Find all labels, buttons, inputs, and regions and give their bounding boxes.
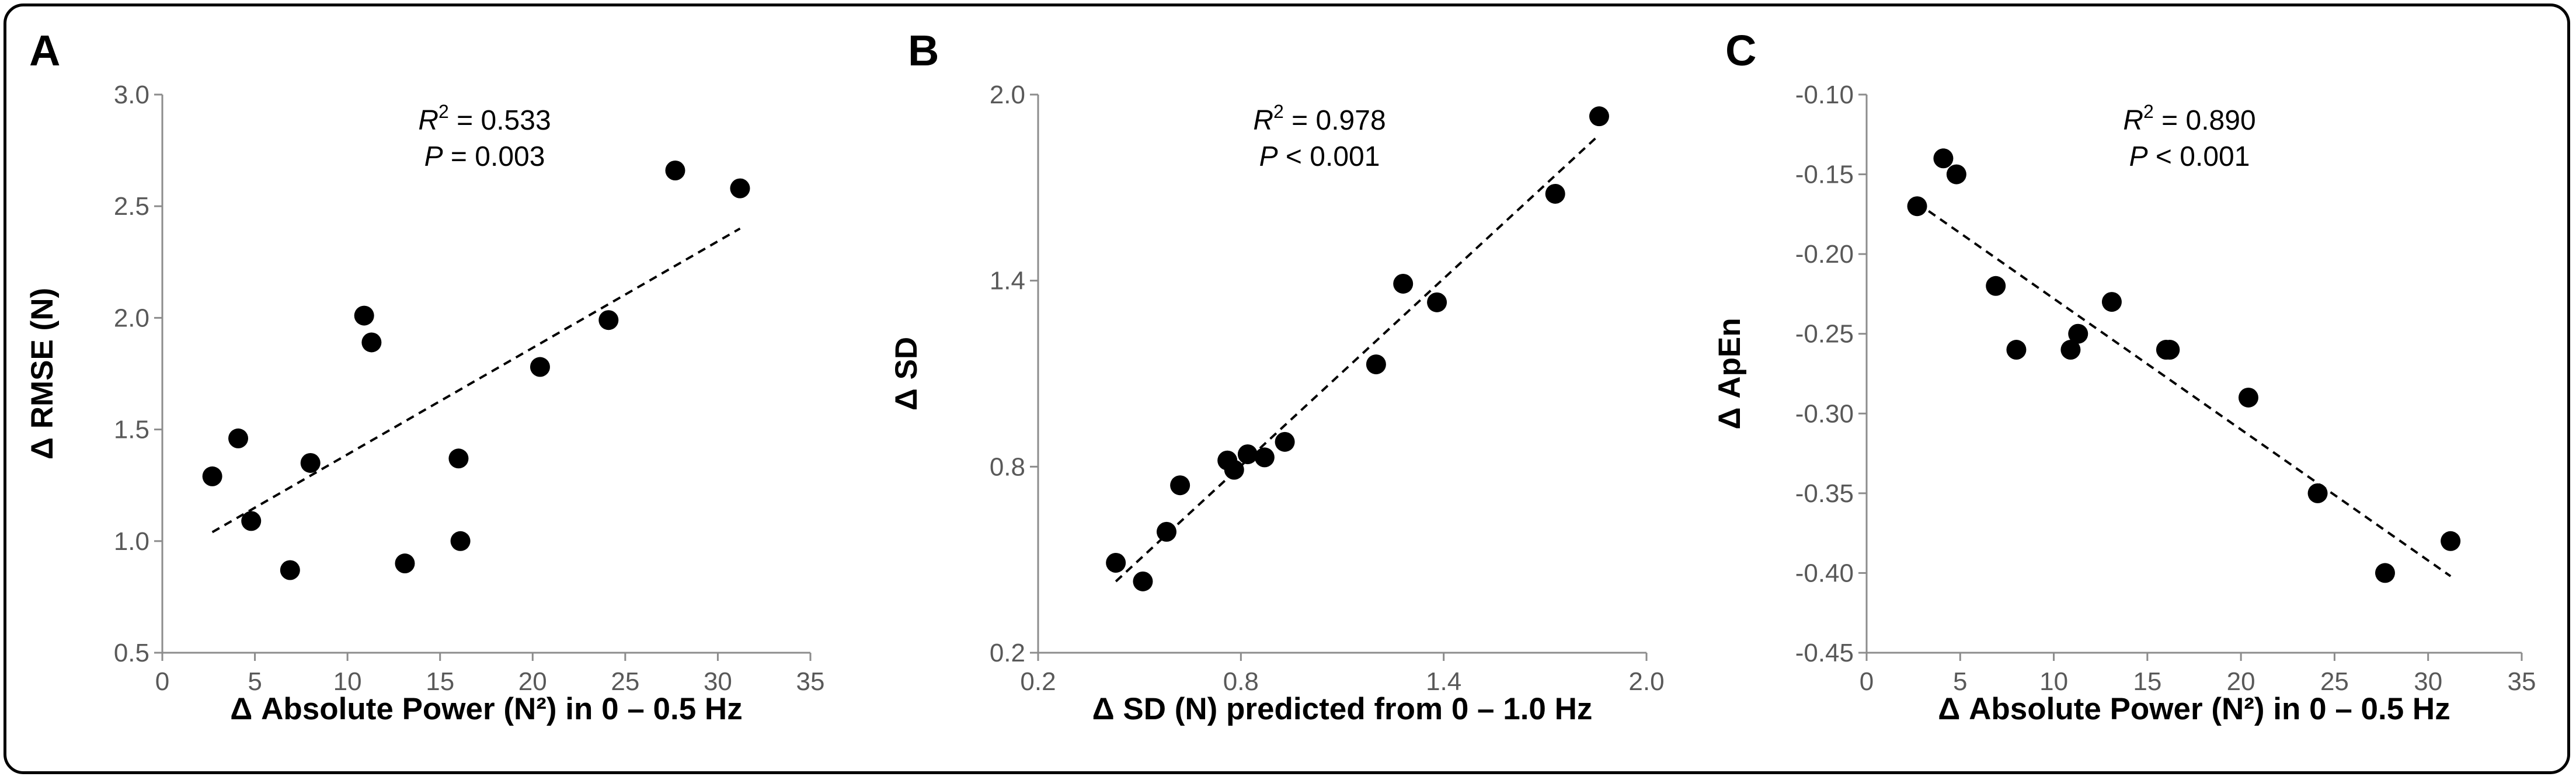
panel-c-x-tick-label: 10 xyxy=(2039,667,2068,696)
panel-a-y-tick-label: 1.0 xyxy=(114,527,149,556)
panel-c-data-point xyxy=(2006,340,2027,360)
panel-a-x-tick-label: 5 xyxy=(248,667,262,696)
panel-c-data-point xyxy=(1986,276,2006,296)
panel-c-x-tick-label: 30 xyxy=(2414,667,2442,696)
panel-a-y-tick-label: 3.0 xyxy=(114,81,149,109)
panel-b-y-tick-label: 0.8 xyxy=(990,452,1025,481)
panel-c-x-tick-label: 5 xyxy=(1953,667,1967,696)
panel-c-x-tick-label: 25 xyxy=(2320,667,2349,696)
panel-a-x-tick-label: 15 xyxy=(426,667,454,696)
panel-a-x-tick-label: 0 xyxy=(155,667,169,696)
panel-a-y-tick-label: 2.5 xyxy=(114,192,149,221)
panel-b-trendline xyxy=(1115,134,1600,583)
panel-b-data-point xyxy=(1254,447,1275,468)
panel-c-data-point xyxy=(2060,340,2081,360)
panel-a-x-tick-label: 25 xyxy=(611,667,639,696)
panel-b-data-point xyxy=(1589,106,1609,127)
panel-a-data-point xyxy=(361,332,382,353)
panel-a-y-axis-title: Δ RMSE (N) xyxy=(25,288,60,459)
panel-a-data-point xyxy=(530,357,550,377)
panel-c-x-axis-title: Δ Absolute Power (N²) in 0 – 0.5 Hz xyxy=(1938,692,2450,726)
panel-c-y-tick-label: -0.10 xyxy=(1795,81,1854,109)
panel-a-x-axis-title: Δ Absolute Power (N²) in 0 – 0.5 Hz xyxy=(230,692,742,726)
panel-a-data-point xyxy=(300,452,321,473)
panel-b-data-point xyxy=(1156,521,1176,542)
panel-b-x-tick-label: 2.0 xyxy=(1628,667,1664,696)
panel-c-data-point xyxy=(2307,483,2328,503)
panel-c-x-tick-label: 20 xyxy=(2227,667,2255,696)
panel-b-data-point xyxy=(1545,183,1565,204)
panel-a-data-point xyxy=(730,178,750,199)
panel-b-y-tick-label: 2.0 xyxy=(990,81,1025,109)
panel-a-x-tick-label: 35 xyxy=(796,667,825,696)
panel-c-p-annotation: P < 0.001 xyxy=(2129,141,2250,172)
panel-a-data-point xyxy=(665,161,685,181)
panel-a-trendline xyxy=(211,227,741,534)
panel-b-y-tick-label: 0.2 xyxy=(990,639,1025,667)
panel-a-x-tick-label: 20 xyxy=(518,667,547,696)
panel-c-y-tick-label: -0.20 xyxy=(1795,240,1854,269)
panel-b-data-point xyxy=(1133,571,1153,591)
panel-a-p-annotation: P = 0.003 xyxy=(424,141,545,172)
panel-a-r2-annotation: R2 = 0.533 xyxy=(418,101,551,136)
panel-c-data-point xyxy=(1946,164,1966,184)
panel-a-data-point xyxy=(280,560,300,580)
panel-b-x-tick-label: 0.2 xyxy=(1020,667,1056,696)
panel-b-x-tick-label: 0.8 xyxy=(1223,667,1259,696)
panel-c-y-tick-label: -0.40 xyxy=(1795,559,1854,587)
panel-c-y-tick-label: -0.15 xyxy=(1795,161,1854,189)
panel-c-x-tick-label: 0 xyxy=(1860,667,1874,696)
panel-b-data-point xyxy=(1427,292,1447,312)
panel-c-y-tick-label: -0.25 xyxy=(1795,320,1854,349)
panel-a-y-tick-label: 0.5 xyxy=(114,639,149,667)
panel-c-data-point xyxy=(2160,340,2180,360)
panel-a-data-point xyxy=(598,310,619,330)
panel-c-y-tick-label: -0.45 xyxy=(1795,639,1854,667)
panel-b-y-axis-title: Δ SD xyxy=(889,337,924,410)
panel-c-data-point xyxy=(2101,292,2122,312)
panel-c-letter: C xyxy=(1725,26,1756,75)
panel-a-data-point xyxy=(448,448,469,469)
figure-frame xyxy=(4,4,2570,774)
panel-c-data-point xyxy=(2068,323,2088,344)
panel-a-letter: A xyxy=(29,26,60,75)
panel-c-x-tick-label: 35 xyxy=(2508,667,2536,696)
panel-c-y-tick-label: -0.35 xyxy=(1795,479,1854,508)
panel-c-data-point xyxy=(1933,148,1954,169)
panel-a-y-tick-label: 1.5 xyxy=(114,416,149,444)
panel-c-y-axis-title: Δ ApEn xyxy=(1712,318,1747,429)
panel-b-r2-annotation: R2 = 0.978 xyxy=(1253,101,1386,136)
panel-a-data-point xyxy=(450,531,471,551)
panel-b-p-annotation: P < 0.001 xyxy=(1259,141,1380,172)
panel-c-y-tick-label: -0.30 xyxy=(1795,399,1854,428)
panel-c-data-point xyxy=(2375,563,2395,583)
panel-c-x-tick-label: 15 xyxy=(2133,667,2161,696)
panel-b-data-point xyxy=(1393,273,1414,294)
panel-b-data-point xyxy=(1106,552,1126,573)
panel-b-x-tick-label: 1.4 xyxy=(1426,667,1461,696)
panel-c-data-point xyxy=(2441,531,2461,551)
panel-a-data-point xyxy=(241,511,262,531)
panel-b-data-point xyxy=(1275,431,1295,452)
panel-b-y-tick-label: 1.4 xyxy=(990,267,1025,295)
panel-a-data-point xyxy=(395,553,415,574)
panel-a-y-tick-label: 2.0 xyxy=(114,304,149,332)
panel-a-x-tick-label: 30 xyxy=(704,667,732,696)
panel-c-trendline xyxy=(1916,202,2452,577)
panel-a-data-point xyxy=(202,466,222,486)
panel-c-data-point xyxy=(1907,196,1927,217)
panel-b-data-point xyxy=(1170,475,1190,496)
panel-a-data-point xyxy=(228,428,249,448)
panel-c-r2-annotation: R2 = 0.890 xyxy=(2123,101,2255,136)
panel-b-data-point xyxy=(1237,444,1258,465)
panel-c-data-point xyxy=(2238,387,2258,408)
panel-b-x-axis-title: Δ SD (N) predicted from 0 – 1.0 Hz xyxy=(1092,692,1593,726)
panel-b-data-point xyxy=(1224,459,1244,480)
panel-b-letter: B xyxy=(908,26,939,75)
panel-b-data-point xyxy=(1366,354,1386,375)
panel-a-x-tick-label: 10 xyxy=(333,667,362,696)
panel-a-data-point xyxy=(354,305,374,326)
